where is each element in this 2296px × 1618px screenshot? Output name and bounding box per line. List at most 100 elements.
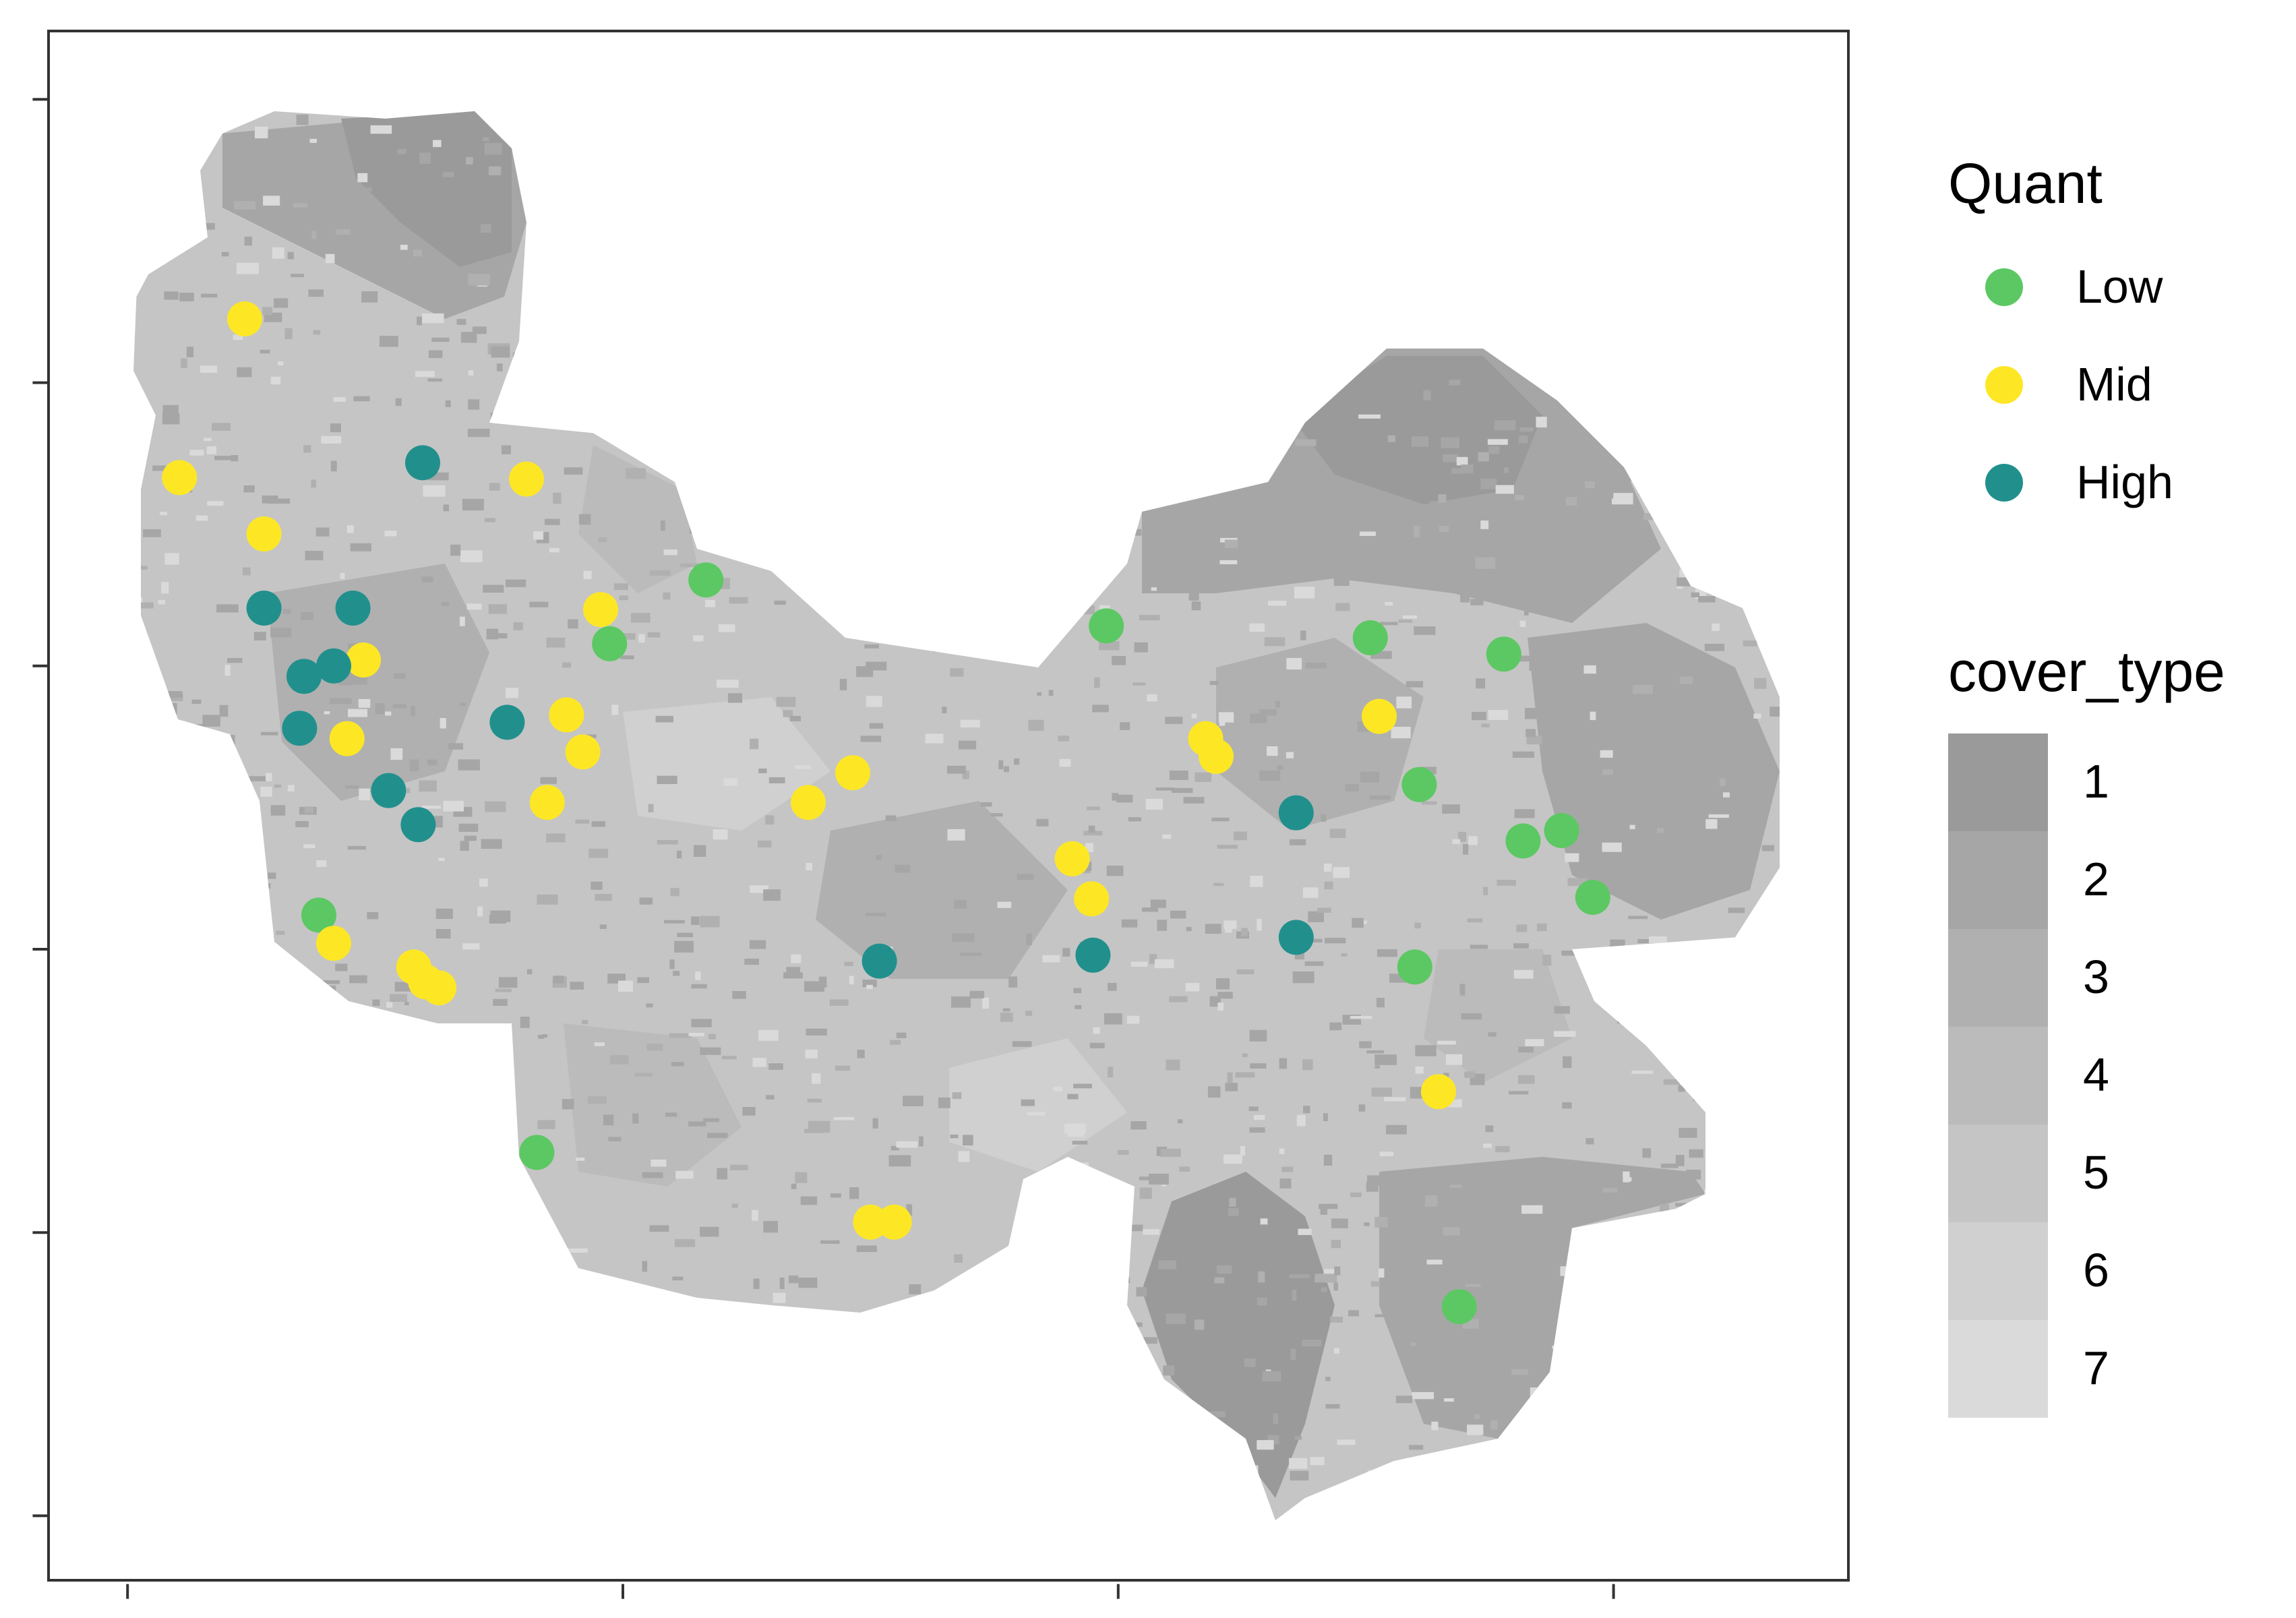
- cover-speck: [1412, 247, 1433, 256]
- cover-speck: [202, 715, 220, 727]
- cover-speck: [1495, 321, 1501, 331]
- cover-speck: [188, 972, 198, 983]
- point-low: [1486, 636, 1521, 672]
- cover-speck: [1025, 1011, 1033, 1016]
- cover-speck: [1443, 454, 1458, 462]
- cover-speck: [1639, 483, 1660, 496]
- cover-speck: [950, 668, 964, 677]
- point-low: [1401, 767, 1437, 802]
- cover-speck: [1025, 396, 1043, 402]
- cover-speck: [1576, 454, 1582, 464]
- cover-speck: [460, 841, 469, 851]
- cover-speck: [306, 1492, 321, 1499]
- cover-speck: [1575, 332, 1596, 342]
- cover-speck: [1466, 161, 1488, 167]
- cover-speck: [1612, 1234, 1634, 1240]
- cover-speck: [700, 1047, 721, 1055]
- cover-speck: [305, 551, 324, 561]
- cover-speck: [415, 371, 435, 378]
- cover-speck: [1323, 1154, 1333, 1166]
- cover-speck: [1112, 656, 1126, 665]
- cover-speck: [253, 632, 266, 640]
- cover-speck: [1217, 460, 1229, 469]
- cover-speck: [1723, 475, 1733, 483]
- cover-speck: [1591, 796, 1603, 804]
- cover-speck: [1104, 1013, 1122, 1025]
- cover-speck: [396, 252, 410, 258]
- cover-speck: [321, 436, 342, 444]
- cover-speck: [1370, 651, 1392, 659]
- cover-speck: [1617, 1019, 1637, 1024]
- cover-speck: [947, 829, 965, 841]
- cover-speck: [1691, 280, 1697, 291]
- cover-speck: [394, 673, 406, 679]
- cover-speck: [1273, 264, 1286, 270]
- cover-speck: [786, 967, 800, 974]
- cover-speck: [295, 1125, 306, 1128]
- cover-speck: [1042, 565, 1050, 577]
- cover-speck: [1403, 615, 1418, 619]
- point-mid: [329, 721, 365, 756]
- cover-speck: [964, 142, 986, 154]
- cover-speck: [763, 889, 781, 901]
- cover-speck: [449, 1218, 458, 1228]
- cover-speck: [1076, 1467, 1095, 1478]
- cover-speck: [1084, 1371, 1106, 1382]
- legend-item-mid: Mid: [1948, 336, 2272, 434]
- cover-speck: [1054, 334, 1066, 344]
- cover-speck: [309, 138, 317, 143]
- cover-speck: [1476, 678, 1486, 689]
- cover-speck: [1482, 533, 1504, 541]
- cover-speck: [1242, 256, 1260, 262]
- cover-speck: [691, 251, 704, 264]
- cover-speck: [164, 553, 179, 565]
- cover-speck: [181, 808, 195, 817]
- cover-speck: [1551, 1177, 1562, 1188]
- cover-speck: [315, 527, 330, 537]
- cover-speck: [1315, 1274, 1337, 1283]
- legend: Quant Low Mid High cover_type 1 2 3 4 5 …: [1948, 155, 2272, 1418]
- cover-speck: [201, 293, 218, 298]
- cover-speck: [144, 169, 161, 181]
- cover-speck: [752, 518, 757, 524]
- cover-speck: [191, 1122, 204, 1129]
- cover-speck: [897, 1499, 910, 1507]
- cover-speck: [1145, 799, 1163, 810]
- cover-speck: [767, 535, 785, 543]
- cover-speck: [1028, 719, 1044, 731]
- cover-speck: [951, 996, 971, 1008]
- cover-speck: [1746, 1001, 1756, 1013]
- cover-speck: [370, 1064, 379, 1073]
- cover-speck: [1302, 1340, 1322, 1346]
- cover-speck: [1712, 623, 1720, 631]
- cover-speck: [714, 1475, 737, 1485]
- cover-speck: [694, 402, 711, 406]
- cover-speck: [1042, 955, 1060, 963]
- cover-speck: [195, 515, 208, 521]
- point-high: [1278, 795, 1314, 831]
- cover-speck: [182, 1250, 195, 1260]
- cover-speck: [849, 1498, 855, 1505]
- cover-speck: [417, 316, 422, 326]
- cover-speck: [1286, 752, 1294, 758]
- cover-speck: [148, 1212, 155, 1220]
- cover-speck: [1290, 264, 1306, 270]
- cover-speck: [958, 740, 977, 750]
- cover-speck: [1027, 1112, 1046, 1116]
- cover-speck: [1637, 419, 1645, 431]
- cover-speck: [1337, 1439, 1356, 1445]
- cover-speck: [1771, 1082, 1780, 1086]
- cover-speck: [1047, 181, 1056, 186]
- cover-speck: [1736, 1188, 1747, 1192]
- cover-speck: [1013, 1462, 1022, 1471]
- cover-speck: [442, 172, 454, 177]
- cover-speck: [742, 556, 754, 559]
- cover-speck: [560, 1503, 579, 1511]
- cover-speck: [1633, 684, 1653, 694]
- cover-speck: [675, 402, 690, 406]
- cover-speck: [189, 450, 204, 456]
- cover-speck: [1656, 1239, 1670, 1249]
- cover-speck: [1519, 655, 1536, 662]
- cover-speck: [1014, 758, 1020, 765]
- cover-speck: [692, 1515, 700, 1520]
